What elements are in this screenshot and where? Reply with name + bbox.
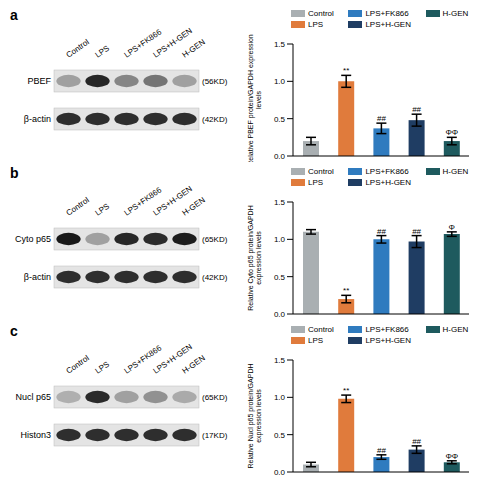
svg-text:LPS: LPS <box>93 44 111 60</box>
html-text:LPS+H-GEN: LPS+H-GEN <box>365 336 411 345</box>
svg-text:β-actin: β-actin <box>24 272 51 282</box>
svg-text:H-GEN: H-GEN <box>180 195 206 217</box>
svg-text:LPS+FK866: LPS+FK866 <box>122 27 164 60</box>
html-text:H-GEN: H-GEN <box>442 325 469 334</box>
svg-text:PBEF: PBEF <box>27 76 51 86</box>
svg-text:0.0: 0.0 <box>274 310 286 319</box>
svg-text:Relative PBEF protein/GAPDH ex: Relative PBEF protein/GAPDH expressionle… <box>247 34 262 162</box>
svg-text:(42KD): (42KD) <box>202 273 228 282</box>
svg-text:LPS+H-GEN: LPS+H-GEN <box>151 342 194 376</box>
svg-text:**: ** <box>343 386 349 395</box>
svg-text:b: b <box>10 166 19 181</box>
svg-text:c: c <box>10 324 18 339</box>
svg-text:1.5: 1.5 <box>274 198 286 207</box>
html-text:LPS+FK866: LPS+FK866 <box>365 325 409 334</box>
svg-text:0.5: 0.5 <box>274 115 286 124</box>
html-text:Control: Control <box>308 167 334 176</box>
svg-text:LPS+FK866: LPS+FK866 <box>122 343 164 376</box>
svg-text:1.0: 1.0 <box>274 77 286 86</box>
svg-text:a: a <box>10 8 18 23</box>
html-text:Control: Control <box>308 9 334 18</box>
svg-text:(65KD): (65KD) <box>202 393 228 402</box>
svg-text:LPS: LPS <box>93 202 111 218</box>
html-text:LPS: LPS <box>308 336 324 345</box>
svg-text:ΦΦ: ΦΦ <box>445 128 458 137</box>
svg-text:1.5: 1.5 <box>274 40 286 49</box>
svg-text:0.5: 0.5 <box>274 431 286 440</box>
html-text:Control: Control <box>308 325 334 334</box>
html-text:LPS: LPS <box>308 178 324 187</box>
svg-text:LPS: LPS <box>93 360 111 376</box>
svg-text:1.0: 1.0 <box>274 235 286 244</box>
svg-text:Cyto p65: Cyto p65 <box>15 234 51 244</box>
svg-text:Control: Control <box>64 353 90 375</box>
svg-text:Histon3: Histon3 <box>20 430 51 440</box>
svg-text:Control: Control <box>64 195 90 217</box>
html-text:H-GEN: H-GEN <box>442 9 469 18</box>
svg-text:LPS+H-GEN: LPS+H-GEN <box>151 184 194 218</box>
html-text:LPS+H-GEN: LPS+H-GEN <box>365 178 411 187</box>
svg-text:(56KD): (56KD) <box>202 77 228 86</box>
svg-text:##: ## <box>412 227 421 236</box>
svg-text:H-GEN: H-GEN <box>180 37 206 59</box>
svg-text:**: ** <box>343 66 349 75</box>
svg-text:##: ## <box>377 446 386 455</box>
svg-text:##: ## <box>377 227 386 236</box>
svg-text:H-GEN: H-GEN <box>180 353 206 375</box>
svg-text:0.0: 0.0 <box>274 152 286 161</box>
svg-text:Nucl p65: Nucl p65 <box>15 392 51 402</box>
svg-text:β-actin: β-actin <box>24 114 51 124</box>
svg-text:(65KD): (65KD) <box>202 235 228 244</box>
svg-text:##: ## <box>377 114 386 123</box>
svg-text:Φ: Φ <box>449 223 455 232</box>
svg-text:##: ## <box>412 437 421 446</box>
svg-text:##: ## <box>412 105 421 114</box>
svg-text:**: ** <box>343 286 349 295</box>
svg-text:Relative Cyto p65 protein/GAPD: Relative Cyto p65 protein/GAPDHexpressio… <box>247 205 263 310</box>
svg-text:1.0: 1.0 <box>274 393 286 402</box>
svg-text:ΦΦ: ΦΦ <box>445 452 458 461</box>
svg-text:LPS+FK866: LPS+FK866 <box>122 185 164 218</box>
svg-text:0.5: 0.5 <box>274 273 286 282</box>
svg-text:Control: Control <box>64 37 90 59</box>
svg-text:LPS+H-GEN: LPS+H-GEN <box>151 26 194 60</box>
svg-text:0.0: 0.0 <box>274 468 286 477</box>
html-text:LPS: LPS <box>308 20 324 29</box>
svg-text:1.5: 1.5 <box>274 356 286 365</box>
html-text:H-GEN: H-GEN <box>442 167 469 176</box>
svg-text:(17KD): (17KD) <box>202 431 228 440</box>
html-text:LPS+FK866: LPS+FK866 <box>365 9 409 18</box>
svg-text:Relative Nucl p65 protein/GAPD: Relative Nucl p65 protein/GAPDHexpressio… <box>247 363 263 468</box>
html-text:LPS+H-GEN: LPS+H-GEN <box>365 20 411 29</box>
html-text:LPS+FK866: LPS+FK866 <box>365 167 409 176</box>
svg-text:(42KD): (42KD) <box>202 115 228 124</box>
